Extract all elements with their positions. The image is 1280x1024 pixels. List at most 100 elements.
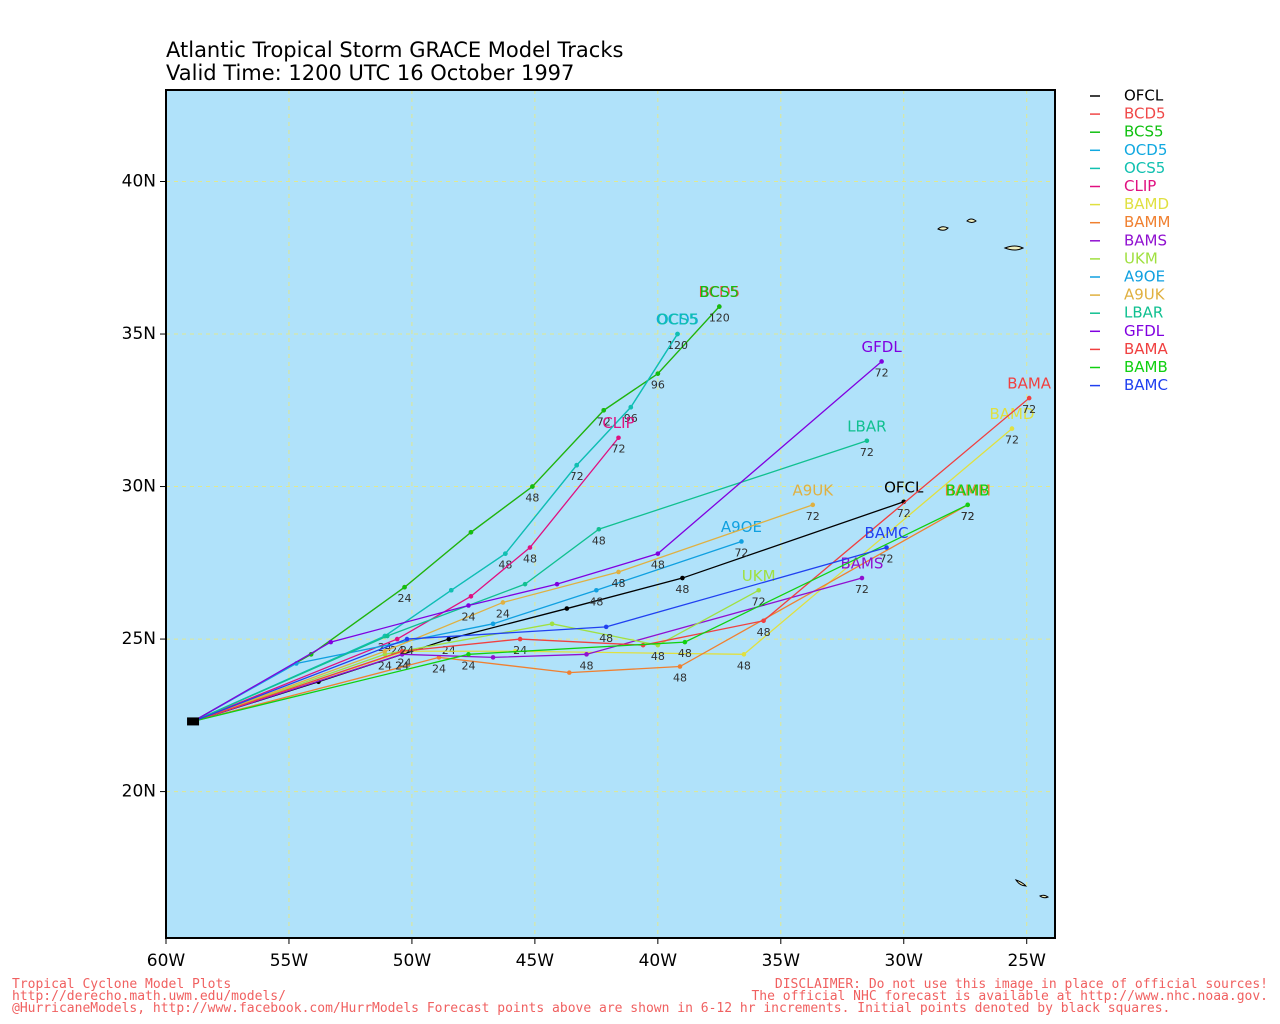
track-end-label: A9UK bbox=[792, 481, 834, 499]
track-point bbox=[527, 545, 533, 550]
track-point bbox=[503, 551, 508, 556]
track-end-label: UKM bbox=[742, 567, 776, 585]
track-point bbox=[490, 621, 496, 627]
hour-label: 48 bbox=[523, 553, 537, 566]
track-point bbox=[385, 633, 390, 639]
legend-label: A9UK bbox=[1124, 286, 1166, 304]
hour-label: 48 bbox=[737, 659, 751, 672]
track-point bbox=[549, 621, 555, 627]
track-point bbox=[594, 587, 599, 593]
hour-label: 72 bbox=[1005, 434, 1019, 447]
legend-label: BAMC bbox=[1124, 376, 1168, 394]
track-point bbox=[402, 584, 407, 590]
hour-label: 72 bbox=[734, 546, 748, 559]
track-point bbox=[756, 587, 761, 593]
track-end-label: OCS5 bbox=[657, 311, 698, 329]
track-point bbox=[628, 404, 634, 410]
hour-label: 72 bbox=[570, 470, 584, 483]
track-point bbox=[466, 652, 471, 657]
x-tick-label: 40W bbox=[639, 951, 678, 971]
track-point bbox=[879, 359, 884, 364]
footer-text: Tropical Cyclone Model Plots bbox=[12, 977, 231, 992]
track-point bbox=[884, 545, 889, 550]
map-background bbox=[166, 90, 1055, 938]
hour-label: 24 bbox=[432, 662, 446, 675]
track-point bbox=[739, 539, 744, 544]
track-end-label: OCD5 bbox=[656, 311, 699, 329]
track-point bbox=[864, 438, 870, 444]
hour-label: 48 bbox=[589, 595, 603, 608]
track-point bbox=[1026, 395, 1032, 401]
track-end-label: BAMS bbox=[840, 555, 883, 573]
hour-label: 48 bbox=[599, 632, 613, 645]
track-end-label: A9OE bbox=[721, 518, 762, 536]
hour-label: 72 bbox=[597, 415, 611, 428]
hour-label: 72 bbox=[961, 510, 975, 523]
track-point bbox=[500, 600, 506, 605]
island bbox=[1003, 245, 1025, 251]
track-point bbox=[655, 551, 661, 556]
track-point bbox=[522, 581, 528, 587]
track-point bbox=[399, 648, 405, 654]
track-end-label: BAMA bbox=[1007, 375, 1051, 393]
track-point bbox=[554, 581, 560, 587]
hour-label: 48 bbox=[757, 626, 771, 639]
track-point bbox=[382, 648, 388, 654]
hour-label: 48 bbox=[651, 559, 665, 572]
track-point bbox=[530, 484, 535, 489]
track-point bbox=[490, 655, 496, 660]
track-point bbox=[761, 618, 766, 624]
hour-label: 48 bbox=[498, 559, 512, 572]
y-tick-label: 35N bbox=[122, 324, 156, 344]
track-point bbox=[616, 569, 621, 575]
track-point bbox=[741, 652, 747, 657]
hour-label: 72 bbox=[1022, 403, 1036, 416]
hour-label: 96 bbox=[651, 379, 665, 392]
track-point bbox=[810, 502, 816, 508]
hour-label: 72 bbox=[961, 510, 975, 523]
hour-label: 48 bbox=[611, 577, 625, 590]
track-point bbox=[468, 530, 474, 535]
y-tick-label: 20N bbox=[122, 782, 156, 802]
hour-label: 48 bbox=[525, 492, 539, 505]
hour-label: 72 bbox=[611, 443, 625, 456]
footer-text: DISCLAIMER: Do not use this image in pla… bbox=[775, 977, 1268, 992]
track-point bbox=[328, 639, 334, 645]
legend-label: BAMS bbox=[1124, 231, 1167, 249]
x-tick-label: 30W bbox=[885, 951, 924, 971]
legend-label: BCD5 bbox=[1124, 105, 1166, 123]
hour-label: 72 bbox=[875, 366, 889, 379]
track-point bbox=[394, 636, 400, 642]
track-point bbox=[616, 435, 621, 441]
hour-label: 24 bbox=[400, 644, 414, 657]
x-tick-label: 35W bbox=[762, 951, 801, 971]
y-tick-label: 30N bbox=[122, 477, 156, 497]
hour-label: 48 bbox=[673, 672, 687, 685]
legend-label: CLIP bbox=[1124, 177, 1156, 195]
legend-label: OCD5 bbox=[1124, 141, 1167, 159]
track-end-label: GFDL bbox=[862, 338, 903, 356]
footer-text: @HurricaneModels, http://www.facebook.co… bbox=[12, 1001, 1170, 1016]
x-tick-label: 55W bbox=[270, 951, 309, 971]
x-tick-label: 60W bbox=[147, 951, 186, 971]
track-end-label: CLIP bbox=[602, 414, 634, 432]
track-end-label: BAMD bbox=[989, 405, 1034, 423]
hour-label: 24 bbox=[496, 607, 510, 620]
hour-label: 72 bbox=[897, 507, 911, 520]
track-point bbox=[404, 636, 410, 642]
footer-text: The official NHC forecast is available a… bbox=[751, 989, 1268, 1004]
track-point bbox=[603, 624, 609, 630]
track-point bbox=[468, 594, 474, 599]
island bbox=[1039, 894, 1049, 899]
track-point bbox=[675, 331, 680, 337]
legend-label: BAMM bbox=[1124, 213, 1170, 231]
island bbox=[966, 218, 977, 223]
legend-label: GFDL bbox=[1124, 322, 1165, 340]
hour-label: 48 bbox=[675, 583, 689, 596]
footer-text: http://derecho.math.uwm.edu/models/ bbox=[12, 989, 286, 1004]
track-line bbox=[192, 546, 887, 723]
track-end-label: BCD5 bbox=[699, 283, 741, 301]
track-point bbox=[859, 575, 865, 581]
hour-label: 24 bbox=[398, 592, 412, 605]
hour-label: 48 bbox=[678, 647, 692, 660]
